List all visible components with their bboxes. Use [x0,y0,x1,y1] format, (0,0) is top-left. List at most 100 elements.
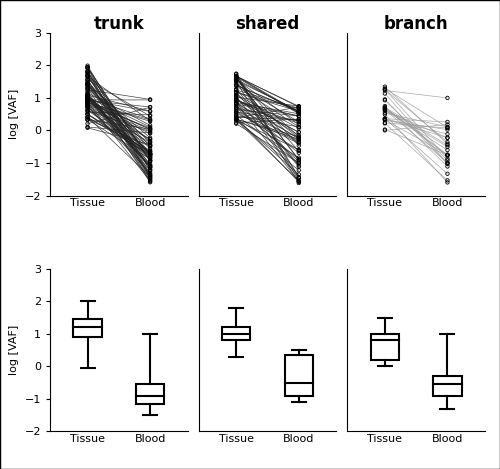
Point [295,142,303,150]
Point [84,103,92,110]
Point [444,170,452,177]
Point [295,177,303,185]
Point [84,98,92,106]
Point [84,78,92,85]
Point [84,64,92,71]
Point [146,164,154,172]
Point [146,172,154,179]
Point [84,80,92,88]
Point [444,151,452,159]
Point [295,138,303,146]
Point [84,65,92,72]
Point [232,82,240,89]
Point [84,99,92,106]
Point [146,121,154,129]
Point [146,164,154,171]
Point [84,97,92,104]
Point [232,116,240,124]
Point [146,166,154,174]
Point [84,64,92,71]
Point [146,157,154,165]
Point [84,96,92,104]
Point [84,91,92,99]
Point [146,150,154,158]
Point [84,108,92,116]
Point [146,136,154,143]
Point [146,128,154,136]
Point [84,88,92,95]
Point [84,68,92,76]
Point [444,177,452,184]
Point [295,107,303,115]
Point [381,83,389,91]
Point [146,141,154,148]
Point [295,108,303,116]
Point [232,112,240,120]
Point [146,139,154,146]
Point [146,163,154,170]
Point [146,134,154,142]
Point [146,177,154,185]
Point [232,73,240,81]
Point [84,95,92,102]
Point [381,105,389,113]
Point [295,132,303,139]
Point [381,119,389,127]
Point [232,114,240,121]
Point [381,111,389,118]
Point [84,92,92,100]
Point [381,127,389,134]
Point [84,92,92,100]
Point [444,123,452,131]
Point [444,121,452,129]
Point [295,156,303,163]
Point [84,94,92,101]
Point [232,82,240,89]
Point [84,116,92,123]
Point [232,76,240,83]
Point [232,76,240,83]
Point [444,141,452,149]
Point [295,108,303,115]
Point [84,113,92,121]
Point [232,76,240,83]
Point [295,116,303,123]
Point [84,93,92,100]
Point [295,112,303,120]
Point [146,172,154,179]
Point [146,166,154,174]
Point [295,134,303,142]
Point [232,116,240,123]
Point [444,159,452,167]
Point [232,85,240,93]
Point [84,63,92,71]
Point [295,174,303,182]
Point [146,151,154,159]
Point [232,92,240,99]
Point [444,163,452,170]
Point [295,102,303,110]
Point [232,75,240,82]
Point [146,126,154,133]
Point [295,103,303,111]
Point [381,109,389,117]
Point [295,108,303,115]
Point [84,96,92,104]
Point [232,99,240,106]
Point [232,73,240,80]
Point [295,136,303,143]
Point [295,117,303,125]
Point [146,136,154,143]
Point [444,130,452,138]
Point [84,111,92,118]
Point [295,121,303,128]
Point [84,100,92,108]
Point [84,99,92,106]
Point [381,104,389,111]
Bar [222,327,250,340]
Point [146,161,154,169]
Point [146,160,154,167]
Point [146,175,154,183]
Point [84,124,92,131]
Point [146,141,154,149]
